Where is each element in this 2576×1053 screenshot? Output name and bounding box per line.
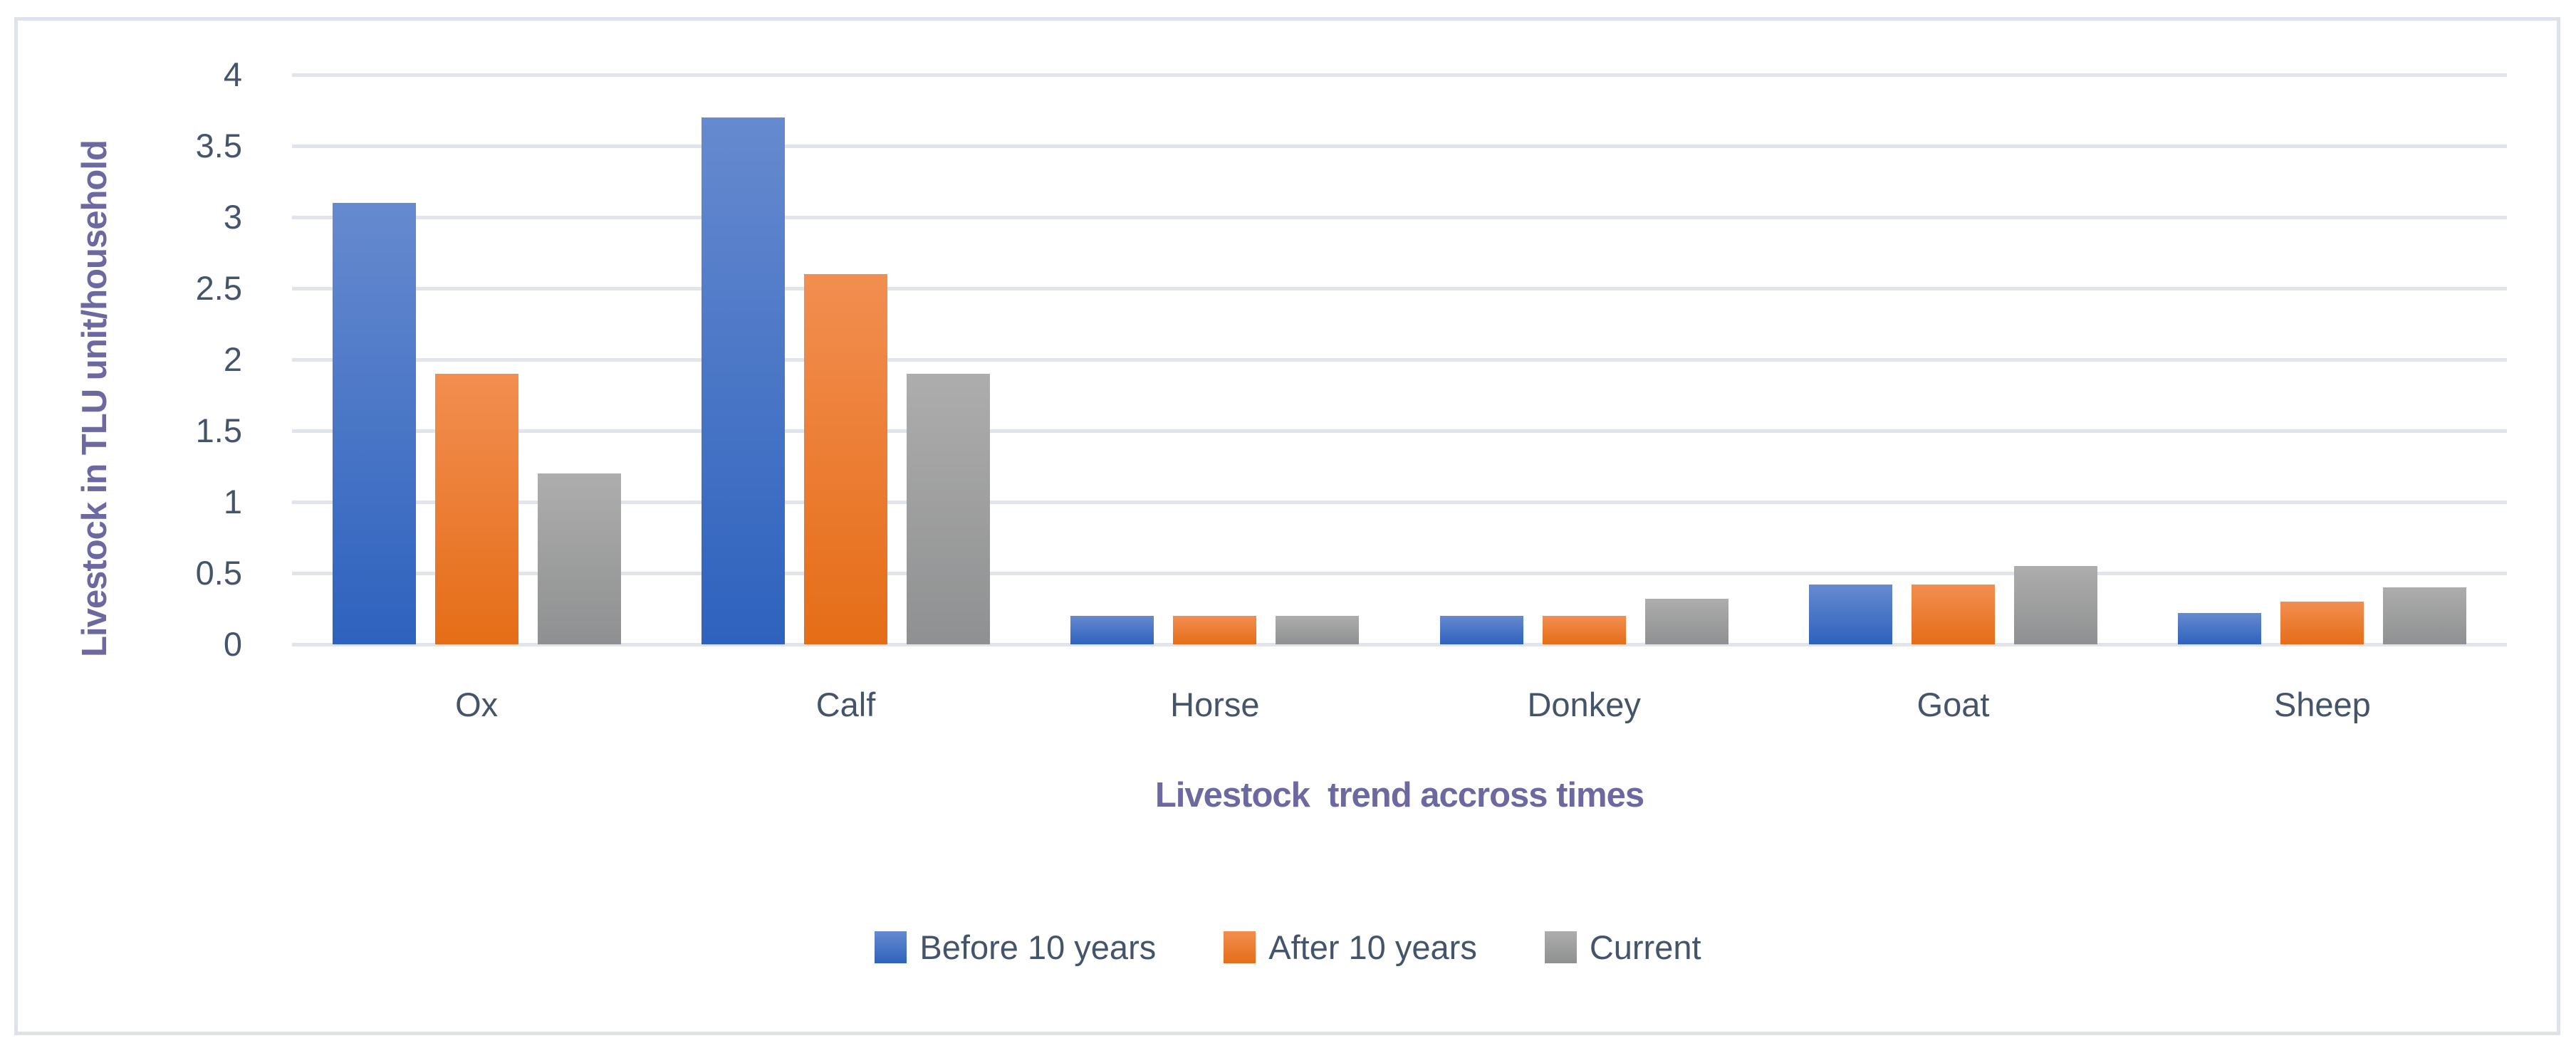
y-tick-label: 0.5: [195, 554, 242, 592]
bar-group-calf: [661, 75, 1030, 644]
x-category-label-sheep: Sheep: [2273, 686, 2371, 723]
bar-group-goat: [1768, 75, 2137, 644]
bar-cluster: [292, 75, 661, 644]
legend-label: After 10 years: [1268, 928, 1477, 966]
y-tick-label: 1: [223, 483, 242, 520]
x-category-label-ox: Ox: [455, 686, 499, 723]
legend-label: Current: [1589, 928, 1701, 966]
bar-group-horse: [1031, 75, 1399, 644]
gridline: [292, 145, 2507, 148]
legend-label: Before 10 years: [919, 928, 1157, 966]
gridline: [292, 358, 2507, 362]
y-tick-label: 1.5: [195, 412, 242, 449]
bar-current-sheep: [2383, 587, 2467, 644]
gridline: [292, 643, 2507, 646]
bar-cluster: [1399, 75, 1768, 644]
y-tick-label: 4: [223, 56, 242, 93]
bar-cluster: [1768, 75, 2137, 644]
y-tick-label: 0: [223, 625, 242, 663]
bar-before-10-years-goat: [1808, 585, 1892, 644]
gridline: [292, 572, 2507, 575]
bar-before-10-years-calf: [701, 117, 785, 644]
bar-before-10-years-horse: [1070, 616, 1154, 644]
y-tick-label: 3.5: [195, 127, 242, 164]
bar-cluster: [1031, 75, 1399, 644]
bar-before-10-years-donkey: [1439, 616, 1523, 644]
x-axis-category-labels: Ox Calf Horse Donkey Goat Sheep: [292, 685, 2507, 724]
bar-cluster: [661, 75, 1030, 644]
gridline: [292, 73, 2507, 77]
bar-current-calf: [906, 374, 990, 644]
x-category-label-horse: Horse: [1170, 686, 1260, 723]
bar-after-10-years-calf: [803, 274, 887, 644]
y-axis-title: Livestock in TLU unit/household: [75, 140, 114, 657]
x-category-label-goat: Goat: [1917, 686, 1990, 723]
y-tick-label: 2: [223, 340, 242, 378]
y-tick-label: 3: [223, 198, 242, 236]
bar-after-10-years-goat: [1911, 585, 1995, 644]
bar-current-goat: [2013, 566, 2097, 644]
gridline: [292, 429, 2507, 433]
bar-current-ox: [537, 473, 621, 644]
bar-after-10-years-sheep: [2280, 602, 2364, 644]
x-axis-title: Livestock trend accross times: [1154, 776, 1644, 814]
bar-after-10-years-donkey: [1542, 616, 1626, 644]
legend-item-before-10-years: Before 10 years: [875, 928, 1156, 967]
plot-area: [292, 75, 2507, 644]
y-tick-label: 2.5: [195, 269, 242, 307]
legend-item-current: Current: [1544, 928, 1701, 967]
bar-group-ox: [292, 75, 661, 644]
bar-cluster: [2138, 75, 2507, 644]
bar-before-10-years-sheep: [2178, 613, 2262, 644]
bar-after-10-years-horse: [1173, 616, 1257, 644]
bar-after-10-years-ox: [434, 374, 518, 644]
gridline: [292, 216, 2507, 219]
bar-current-horse: [1276, 616, 1360, 644]
bar-before-10-years-ox: [332, 203, 416, 644]
gridline: [292, 501, 2507, 504]
legend: Before 10 years After 10 years Current: [0, 928, 2576, 967]
legend-marker-current: [1544, 931, 1577, 963]
legend-marker-after-10-years: [1224, 931, 1256, 963]
legend-item-after-10-years: After 10 years: [1224, 928, 1477, 967]
bar-current-donkey: [1644, 599, 1728, 644]
x-category-label-donkey: Donkey: [1527, 686, 1641, 723]
bar-group-sheep: [2138, 75, 2507, 644]
bar-group-donkey: [1399, 75, 1768, 644]
legend-marker-before-10-years: [875, 931, 907, 963]
gridline: [292, 287, 2507, 290]
x-category-label-calf: Calf: [815, 686, 876, 723]
